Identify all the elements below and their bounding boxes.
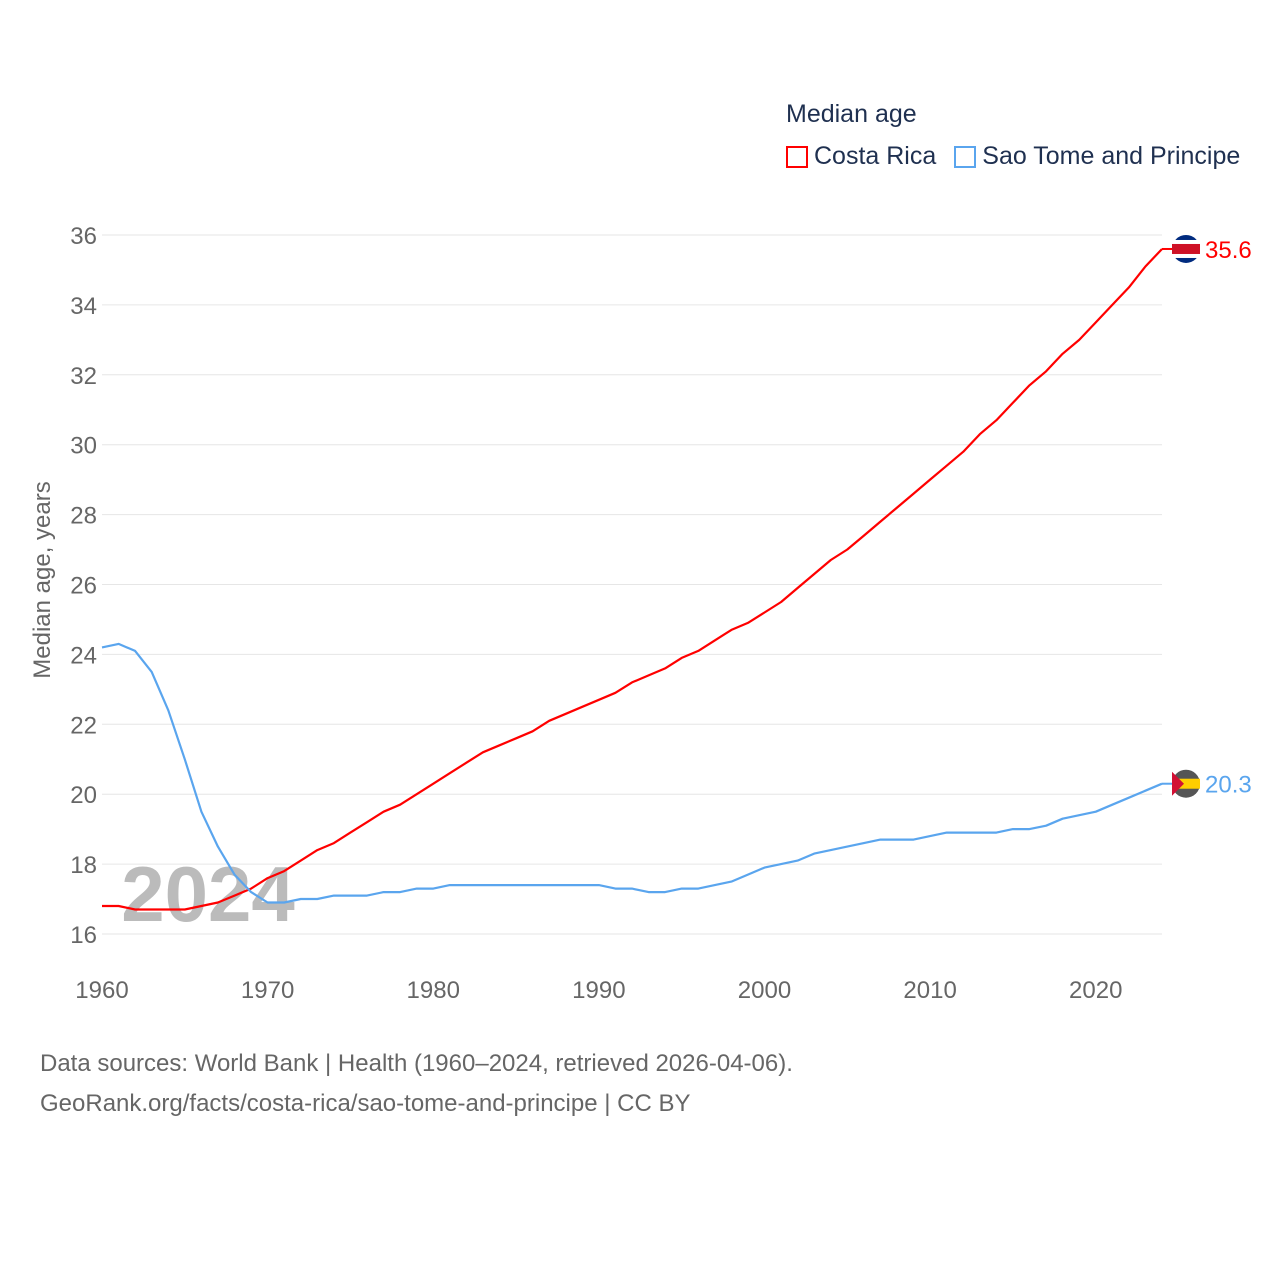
x-tick-label: 1960 bbox=[75, 977, 128, 1004]
flag-stripe bbox=[1172, 778, 1200, 789]
flag-triangle bbox=[1172, 771, 1184, 796]
end-value-label: 35.6 bbox=[1205, 237, 1252, 264]
legend-title: Median age bbox=[786, 100, 917, 128]
y-axis-label: Median age, years bbox=[29, 481, 56, 678]
end-value-label: 20.3 bbox=[1205, 772, 1252, 799]
legend-item-costa-rica[interactable]: Costa Rica bbox=[786, 142, 936, 171]
data-sources: Data sources: World Bank | Health (1960–… bbox=[40, 1050, 793, 1077]
source-link[interactable]: GeoRank.org/facts/costa-rica/sao-tome-an… bbox=[40, 1090, 691, 1117]
legend: Costa Rica Sao Tome and Principe bbox=[786, 142, 1240, 171]
y-tick-label: 32 bbox=[70, 363, 97, 390]
y-tick-label: 34 bbox=[70, 293, 97, 320]
y-tick-label: 24 bbox=[70, 642, 97, 669]
y-tick-label: 22 bbox=[70, 712, 97, 739]
y-tick-label: 30 bbox=[70, 433, 97, 460]
y-tick-label: 20 bbox=[70, 782, 97, 809]
y-tick-label: 28 bbox=[70, 503, 97, 530]
x-tick-label: 1980 bbox=[407, 977, 460, 1004]
legend-item-sao-tome[interactable]: Sao Tome and Principe bbox=[954, 142, 1240, 171]
y-tick-label: 36 bbox=[70, 223, 97, 250]
y-tick-label: 18 bbox=[70, 852, 97, 879]
year-watermark: 2024 bbox=[121, 850, 295, 938]
x-tick-label: 2010 bbox=[903, 977, 956, 1004]
legend-swatch-sao-tome bbox=[954, 145, 977, 168]
legend-swatch-costa-rica bbox=[786, 145, 808, 168]
x-tick-label: 2000 bbox=[738, 977, 791, 1004]
x-tick-label: 1970 bbox=[241, 977, 294, 1004]
flag-stripe bbox=[1172, 243, 1200, 254]
legend-label: Sao Tome and Principe bbox=[982, 142, 1241, 170]
series-line-sao-tome bbox=[101, 642, 1163, 904]
x-tick-label: 2020 bbox=[1069, 977, 1122, 1004]
x-tick-label: 1990 bbox=[572, 977, 625, 1004]
footer: Data sources: World Bank | Health (1960–… bbox=[40, 1044, 793, 1124]
y-tick-label: 16 bbox=[70, 922, 97, 949]
legend-label: Costa Rica bbox=[814, 142, 937, 170]
y-tick-label: 26 bbox=[70, 573, 97, 600]
series-line-costa-rica bbox=[102, 248, 1163, 911]
